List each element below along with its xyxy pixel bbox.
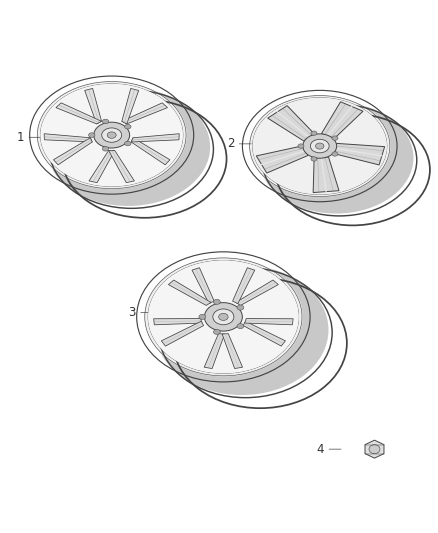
Ellipse shape [40,84,183,187]
Polygon shape [204,334,225,368]
Ellipse shape [124,124,131,129]
Ellipse shape [205,303,242,331]
Polygon shape [268,106,314,141]
Polygon shape [131,134,179,142]
Polygon shape [131,138,170,165]
Ellipse shape [94,122,130,148]
Polygon shape [161,321,204,346]
Ellipse shape [213,309,234,325]
Polygon shape [236,280,278,305]
Ellipse shape [155,265,328,395]
Polygon shape [243,321,286,346]
Ellipse shape [213,329,220,334]
Polygon shape [53,138,92,165]
Text: 2: 2 [227,138,234,150]
Polygon shape [85,88,102,124]
Text: 1: 1 [17,131,24,144]
Polygon shape [169,280,211,305]
Ellipse shape [332,152,338,156]
Ellipse shape [315,143,324,149]
Ellipse shape [102,147,109,151]
Polygon shape [233,268,255,304]
Polygon shape [89,150,115,183]
Ellipse shape [148,260,299,374]
Polygon shape [365,440,384,458]
Ellipse shape [219,313,228,320]
Polygon shape [44,134,92,142]
Polygon shape [122,88,139,124]
Text: 4: 4 [317,442,324,456]
Polygon shape [192,268,214,304]
Ellipse shape [311,139,329,153]
Ellipse shape [102,119,109,124]
Ellipse shape [253,98,387,195]
Polygon shape [334,143,385,165]
Polygon shape [245,319,293,325]
Ellipse shape [107,132,116,139]
Ellipse shape [102,128,122,142]
Ellipse shape [311,131,317,135]
Polygon shape [122,103,167,124]
Polygon shape [321,102,363,139]
Ellipse shape [332,136,338,140]
Polygon shape [154,319,202,325]
Ellipse shape [46,88,210,206]
Ellipse shape [237,324,244,329]
Polygon shape [256,146,308,173]
Polygon shape [313,157,339,192]
Ellipse shape [237,305,244,310]
Ellipse shape [124,141,131,146]
Polygon shape [56,103,102,124]
Ellipse shape [259,102,413,214]
Ellipse shape [369,445,380,454]
Ellipse shape [298,144,304,148]
Ellipse shape [144,257,303,376]
Ellipse shape [37,81,187,189]
Ellipse shape [88,133,95,138]
Polygon shape [222,334,243,368]
Text: 3: 3 [128,306,136,319]
Ellipse shape [311,157,317,161]
Ellipse shape [213,300,220,304]
Ellipse shape [249,95,391,197]
Ellipse shape [303,134,337,158]
Ellipse shape [199,314,206,319]
Polygon shape [109,150,134,183]
